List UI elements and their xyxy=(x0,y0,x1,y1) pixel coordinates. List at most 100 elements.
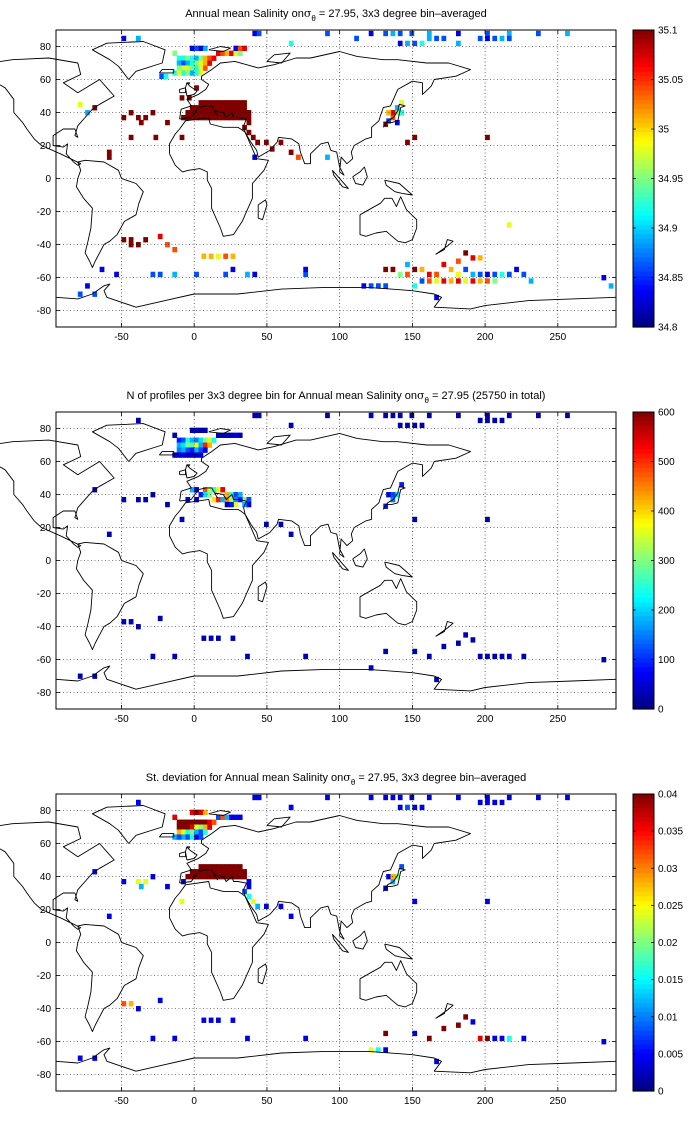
colorbar-step xyxy=(633,118,654,124)
data-cell xyxy=(397,794,403,801)
colorbar-step xyxy=(633,821,654,828)
data-cell xyxy=(181,114,186,121)
colorbar-step xyxy=(633,644,654,650)
data-cell xyxy=(441,278,447,284)
colorbar-step xyxy=(633,280,654,286)
colorbar-step xyxy=(633,308,654,314)
data-cell xyxy=(434,294,439,301)
data-cell xyxy=(477,35,483,42)
data-cell xyxy=(224,110,230,116)
colorbar-step xyxy=(633,224,654,231)
data-cell xyxy=(179,134,185,141)
data-cell xyxy=(207,437,213,443)
colorbar-step xyxy=(633,704,654,710)
colorbar-step xyxy=(633,574,654,580)
data-cell xyxy=(405,139,410,146)
colorbar-step xyxy=(633,76,654,82)
data-cell xyxy=(189,452,195,458)
colorbar-step xyxy=(633,39,654,45)
data-cell xyxy=(153,134,159,141)
data-cell xyxy=(189,869,195,875)
data-cell xyxy=(224,432,230,438)
data-cell xyxy=(250,134,256,141)
data-cell xyxy=(426,1035,432,1042)
x-tick-label: 250 xyxy=(549,714,566,725)
chart-title-text: = 27.95, 3x3 degree bin–averaged xyxy=(316,8,487,20)
data-cell xyxy=(412,804,418,811)
data-cell xyxy=(470,1019,476,1025)
data-cell xyxy=(224,100,230,106)
colorbar-step xyxy=(633,206,654,212)
data-cell xyxy=(172,814,178,820)
data-cell xyxy=(202,105,208,111)
data-cell xyxy=(434,35,439,42)
colorbar-step xyxy=(633,555,654,562)
data-cell xyxy=(506,653,512,660)
data-cell xyxy=(470,255,476,261)
data-cell xyxy=(176,70,182,76)
data-cell xyxy=(211,487,217,493)
colorbar-step xyxy=(633,1072,654,1078)
data-cell xyxy=(121,1001,127,1007)
data-cell xyxy=(514,266,519,273)
colorbar-tick-label: 0.01 xyxy=(658,1012,678,1023)
colorbar-step xyxy=(633,48,654,54)
data-cell xyxy=(390,266,396,273)
colorbar-step xyxy=(633,1007,654,1013)
data-cell xyxy=(198,829,204,835)
colorbar-tick-label: 200 xyxy=(658,606,675,617)
data-cell xyxy=(198,427,204,434)
data-cell xyxy=(198,824,204,830)
colorbar-step xyxy=(633,113,654,119)
data-cell xyxy=(207,110,213,116)
data-cell xyxy=(216,1017,221,1023)
data-cell xyxy=(242,45,247,52)
colorbar-step xyxy=(633,947,654,953)
data-cell xyxy=(229,814,234,820)
data-cell xyxy=(216,110,221,116)
data-cell xyxy=(361,283,367,289)
coastline xyxy=(352,166,368,186)
data-cell xyxy=(237,432,243,438)
data-cell xyxy=(383,412,389,419)
colorbar-step xyxy=(633,490,654,497)
data-cell xyxy=(252,271,258,278)
data-cell xyxy=(179,516,185,523)
colorbar-step xyxy=(633,583,654,589)
data-cell xyxy=(207,869,213,875)
data-cell xyxy=(165,501,170,508)
coastline xyxy=(359,196,418,244)
data-cell xyxy=(189,45,195,52)
data-cell xyxy=(463,1014,469,1020)
colorbar-step xyxy=(633,798,654,804)
colorbar-step xyxy=(633,257,654,263)
data-cell xyxy=(399,100,405,106)
colorbar-tick-label: 0.005 xyxy=(658,1049,683,1060)
data-cell xyxy=(426,35,432,42)
colorbar-tick-label: 34.9 xyxy=(658,224,678,235)
data-cell xyxy=(224,496,230,503)
colorbar-tick-label: 34.85 xyxy=(658,273,683,284)
colorbar-step xyxy=(633,868,654,874)
data-cell xyxy=(202,65,208,71)
data-cell xyxy=(485,1035,490,1042)
data-cell xyxy=(409,30,415,37)
data-cell xyxy=(92,1055,98,1061)
colorbar-step xyxy=(633,234,654,240)
y-tick-label: 60 xyxy=(40,839,52,850)
colorbar-step xyxy=(633,215,654,221)
data-cell xyxy=(198,492,204,498)
data-cell xyxy=(198,452,204,458)
data-cell xyxy=(216,253,221,259)
data-cell xyxy=(237,814,243,820)
data-cell xyxy=(189,55,195,61)
data-cell xyxy=(181,55,186,61)
data-cell xyxy=(456,40,461,47)
colorbar-step xyxy=(633,812,654,818)
data-cell xyxy=(121,114,127,121)
data-cell xyxy=(176,829,182,835)
colorbar-step xyxy=(633,541,654,548)
data-cell xyxy=(521,271,527,278)
data-cell xyxy=(456,278,461,284)
data-cell xyxy=(202,110,208,116)
